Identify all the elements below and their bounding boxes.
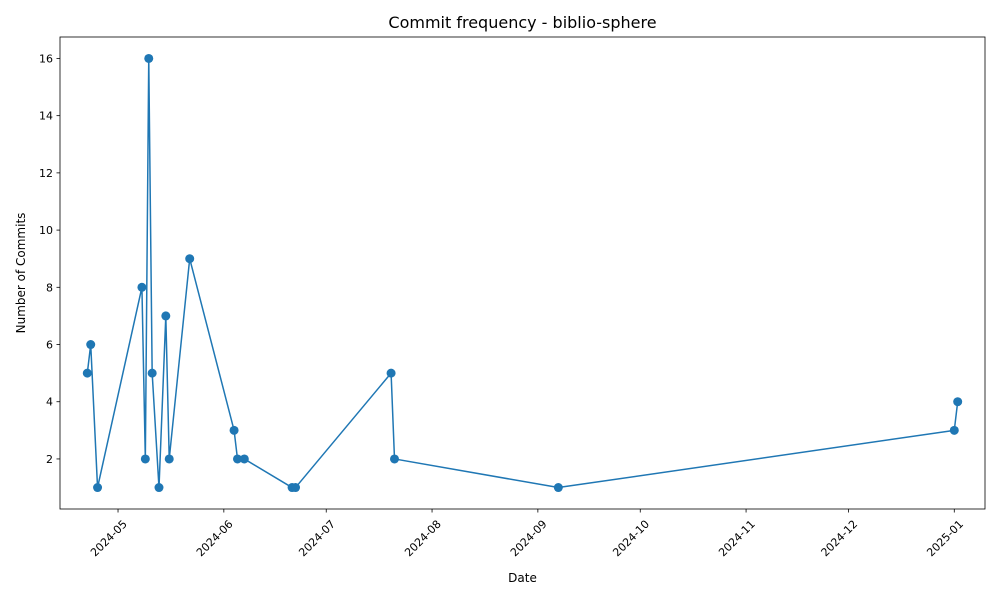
y-tick-label: 2 <box>46 453 53 466</box>
y-tick-label: 10 <box>39 224 53 237</box>
data-point <box>386 368 396 378</box>
data-point <box>144 53 154 63</box>
data-point <box>229 425 239 435</box>
data-point <box>140 454 150 464</box>
y-axis-label: Number of Commits <box>14 213 28 334</box>
series-group <box>82 53 963 493</box>
data-point <box>154 483 164 493</box>
y-tick-label: 4 <box>46 396 53 409</box>
data-point <box>291 483 301 493</box>
data-point <box>164 454 174 464</box>
data-point <box>137 282 147 292</box>
data-point <box>239 454 249 464</box>
y-tick-label: 6 <box>46 339 53 352</box>
plot-area <box>60 37 985 509</box>
data-point <box>82 368 92 378</box>
data-point <box>553 483 563 493</box>
y-tick-label: 14 <box>39 110 53 123</box>
plot-frame <box>59 36 986 510</box>
data-point <box>147 368 157 378</box>
data-point <box>185 254 195 264</box>
data-point <box>949 425 959 435</box>
data-point <box>390 454 399 464</box>
data-point <box>161 311 171 321</box>
data-point <box>93 483 103 493</box>
y-tick-label: 8 <box>46 281 53 294</box>
x-axis-label: Date <box>508 571 537 585</box>
y-axis-ticks: 2 4 6 8 10 12 14 16 <box>39 52 60 466</box>
data-point <box>232 454 242 464</box>
y-tick-label: 12 <box>39 167 53 180</box>
data-point <box>86 340 96 350</box>
data-point <box>953 397 963 407</box>
chart-title: Commit frequency - biblio-sphere <box>388 13 656 32</box>
y-tick-label: 16 <box>39 52 53 65</box>
